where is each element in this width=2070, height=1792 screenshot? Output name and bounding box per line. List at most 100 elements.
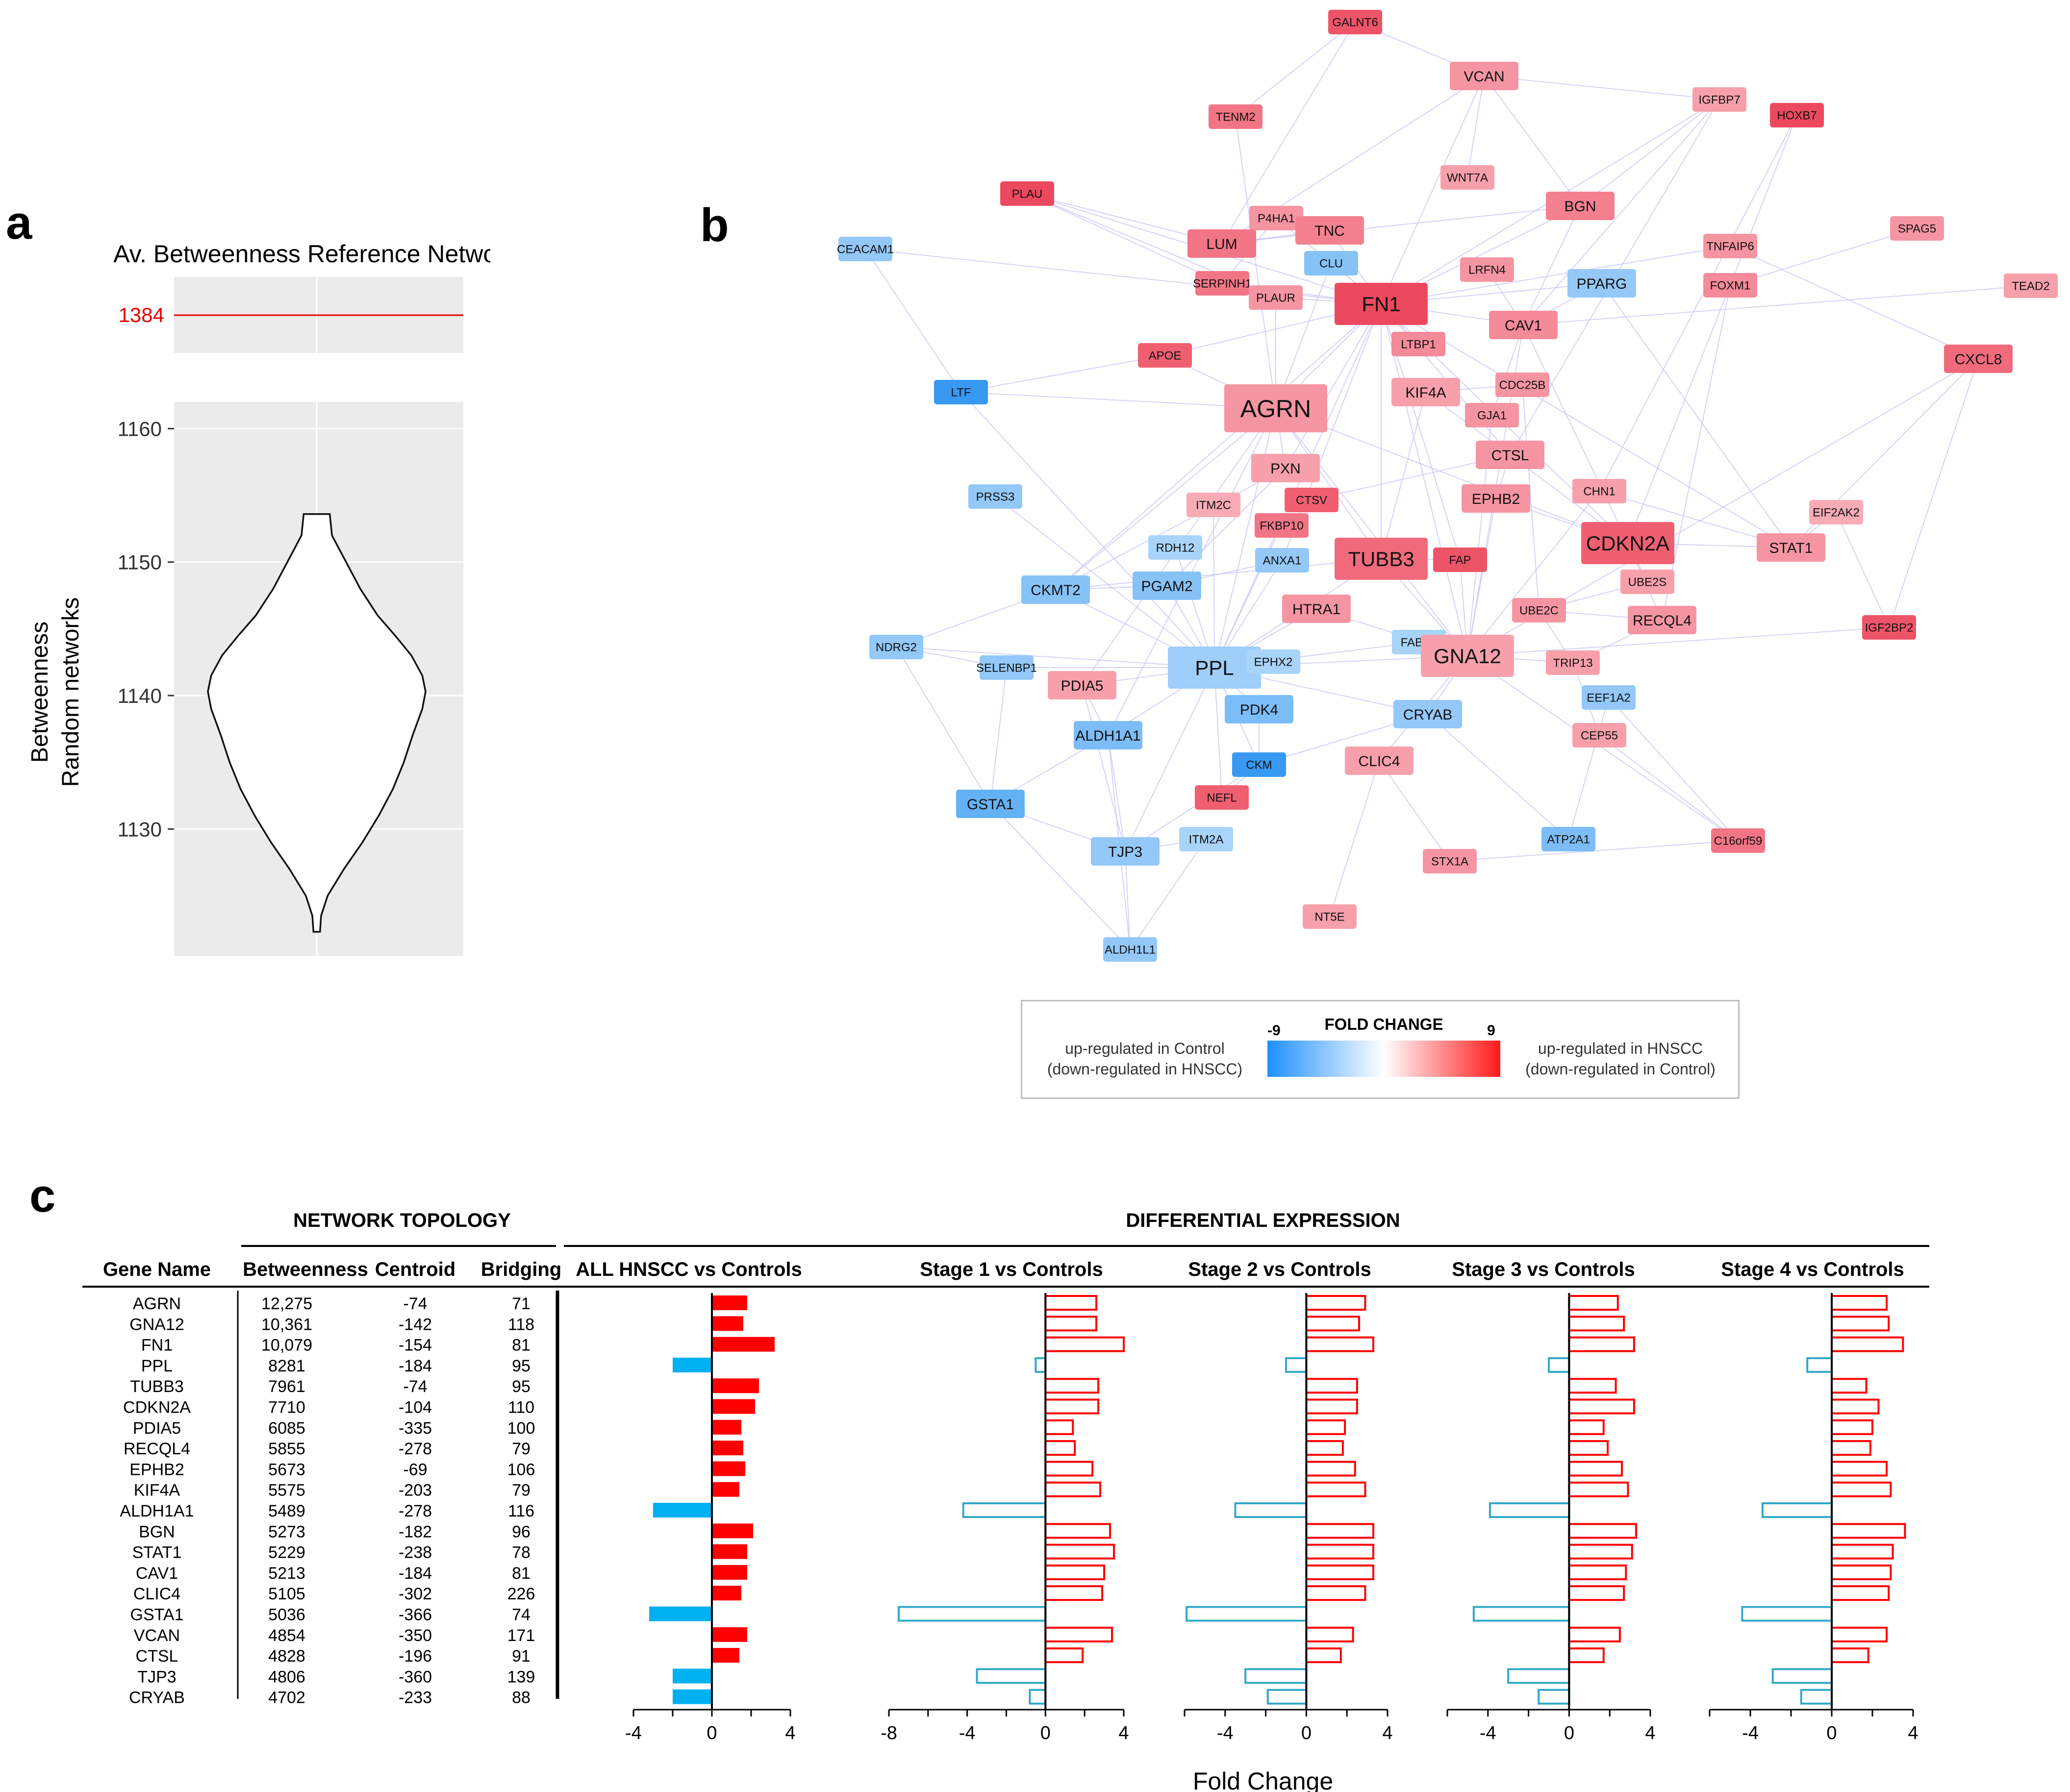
network-node[interactable]: VCAN	[1450, 62, 1518, 90]
network-node[interactable]: PLAU	[1000, 181, 1054, 206]
network-node[interactable]: PPL	[1168, 647, 1261, 689]
network-node[interactable]: FAP	[1433, 548, 1487, 572]
node-label: KIF4A	[1405, 385, 1446, 401]
network-node[interactable]: TNFAIP6	[1703, 234, 1757, 258]
network-edge	[1166, 468, 1286, 586]
bar	[653, 1503, 712, 1518]
network-node[interactable]: LUM	[1187, 229, 1256, 258]
network-node[interactable]: NDRG2	[869, 635, 923, 659]
node-box	[1944, 345, 2013, 373]
network-node[interactable]: GJA1	[1465, 403, 1519, 427]
network-node[interactable]: EIF2AK2	[1809, 500, 1863, 524]
network-node[interactable]: CLIC4	[1345, 747, 1414, 775]
network-node[interactable]: RDH12	[1148, 535, 1202, 560]
bar	[1761, 1502, 1833, 1518]
network-node[interactable]: UBE2S	[1620, 570, 1674, 594]
bar	[1305, 1398, 1358, 1415]
network-node[interactable]: STX1A	[1423, 849, 1477, 873]
node-label: VCAN	[1464, 69, 1504, 85]
network-node[interactable]: PDIA5	[1048, 671, 1116, 699]
network-node[interactable]: FKBP10	[1255, 513, 1309, 538]
network-node[interactable]: C16orf59	[1711, 828, 1765, 853]
network-node[interactable]: FN1	[1335, 283, 1428, 325]
network-node[interactable]: HTRA1	[1282, 595, 1351, 623]
table-row: CTSL 4828 -196 91	[136, 1647, 530, 1666]
network-node[interactable]: LRFN4	[1460, 257, 1514, 282]
network-node[interactable]: HOXB7	[1770, 103, 1824, 127]
network-node[interactable]: APOE	[1138, 343, 1192, 368]
network-node[interactable]: EPHB2	[1462, 484, 1530, 513]
network-node[interactable]: ALDH1A1	[1074, 721, 1142, 749]
network-node[interactable]: STAT1	[1757, 533, 1825, 562]
network-node[interactable]: TJP3	[1091, 837, 1160, 866]
network-edge	[1235, 116, 1276, 409]
network-node[interactable]: TEAD2	[2004, 274, 2058, 298]
network-node[interactable]: LTF	[934, 380, 988, 404]
network-node[interactable]: UBE2C	[1512, 598, 1566, 622]
network-node[interactable]: CDC25B	[1495, 373, 1549, 397]
network-node[interactable]: KIF4A	[1391, 378, 1460, 406]
network-node[interactable]: CEP55	[1572, 723, 1626, 747]
centroid-cell: -360	[399, 1668, 432, 1686]
network-node[interactable]: LTBP1	[1391, 332, 1445, 356]
network-node[interactable]: SELENBP1	[976, 655, 1037, 680]
network-node[interactable]: PLAUR	[1249, 285, 1303, 310]
node-box	[1255, 548, 1309, 572]
node-box	[1711, 828, 1765, 853]
x-tick-label: 4	[785, 1723, 795, 1743]
network-node[interactable]: CTSV	[1285, 488, 1338, 512]
network-node[interactable]: CEACAM1	[837, 237, 894, 261]
network-node[interactable]: CTSL	[1476, 441, 1544, 469]
network-node[interactable]: RECQL4	[1628, 606, 1696, 634]
legend-right-text: up-regulated in HNSCC (down-regulated in…	[1503, 1038, 1738, 1079]
panel-letter-a: a	[6, 197, 32, 249]
network-node[interactable]: CLU	[1304, 251, 1358, 275]
network-node[interactable]: ITM2A	[1179, 827, 1233, 851]
network-node[interactable]: ALDH1L1	[1103, 937, 1157, 962]
network-node[interactable]: GALNT6	[1328, 10, 1382, 34]
network-node[interactable]: CKM	[1232, 752, 1286, 777]
node-label: FKBP10	[1260, 520, 1303, 533]
network-node[interactable]: NEFL	[1195, 785, 1249, 810]
network-node[interactable]: IGFBP7	[1692, 87, 1746, 112]
network-node[interactable]: BGN	[1546, 192, 1615, 220]
network-node[interactable]: PDK4	[1225, 695, 1293, 723]
network-node[interactable]: PPARG	[1567, 269, 1636, 298]
network-node[interactable]: P4HA1	[1249, 206, 1303, 230]
network-node[interactable]: NT5E	[1303, 904, 1357, 929]
header-centroid: Centroid	[375, 1259, 455, 1280]
table-row: KIF4A 5575 -203 79	[134, 1481, 530, 1500]
table-row: FN1 10,079 -154 81	[141, 1336, 530, 1355]
network-node[interactable]: PGAM2	[1133, 572, 1201, 600]
network-node[interactable]: CKMT2	[1021, 575, 1090, 604]
network-node[interactable]: TNC	[1295, 216, 1364, 245]
network-edge	[1214, 303, 1382, 668]
network-node[interactable]: ATP2A1	[1541, 827, 1595, 851]
network-node[interactable]: TUBB3	[1335, 538, 1428, 580]
bar	[1831, 1398, 1880, 1415]
network-node[interactable]: GNA12	[1421, 635, 1514, 677]
network-node[interactable]: WNT7A	[1440, 165, 1494, 190]
network-node[interactable]: TRIP13	[1546, 650, 1600, 675]
network-node[interactable]: FOXM1	[1703, 273, 1757, 298]
network-node[interactable]: CAV1	[1489, 311, 1558, 339]
network-edge	[990, 667, 1007, 804]
network-node[interactable]: PXN	[1251, 454, 1320, 482]
network-node[interactable]: CRYAB	[1393, 700, 1462, 728]
centroid-cell: -196	[399, 1647, 432, 1666]
network-node[interactable]: SERPINH1	[1193, 271, 1252, 296]
network-node[interactable]: SPAG5	[1890, 216, 1944, 241]
network-node[interactable]: ANXA1	[1255, 548, 1309, 572]
network-node[interactable]: CXCL8	[1944, 345, 2013, 373]
network-node[interactable]: GSTA1	[956, 790, 1025, 818]
network-node[interactable]: EPHX2	[1246, 649, 1300, 674]
network-node[interactable]: PRSS3	[968, 484, 1022, 509]
network-node[interactable]: ITM2C	[1186, 493, 1240, 517]
network-node[interactable]: AGRN	[1224, 384, 1327, 432]
network-node[interactable]: CDKN2A	[1581, 522, 1674, 564]
network-node[interactable]: CHN1	[1572, 479, 1626, 503]
network-edge	[1484, 75, 1720, 100]
network-node[interactable]: EEF1A2	[1582, 685, 1636, 710]
network-node[interactable]: IGF2BP2	[1862, 615, 1916, 640]
network-node[interactable]: TENM2	[1209, 104, 1262, 129]
